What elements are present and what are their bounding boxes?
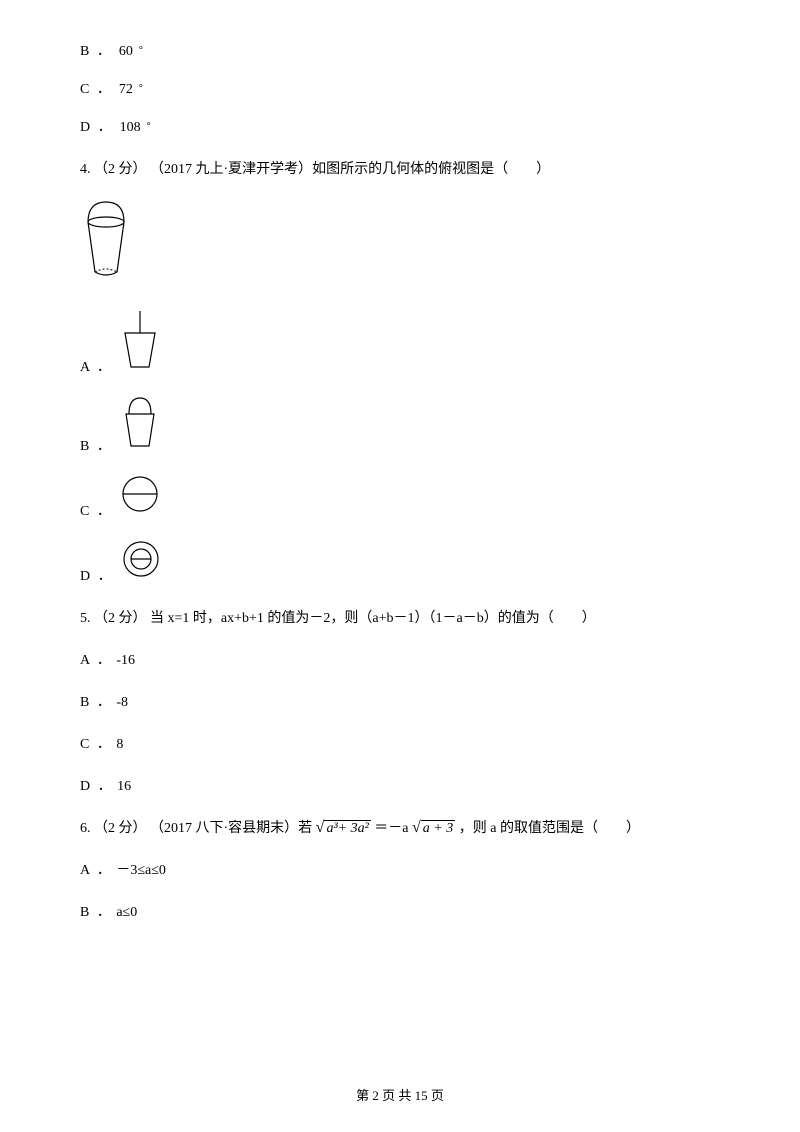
- q5-option-a: A ． -16: [80, 649, 720, 669]
- option-label: B ．: [80, 435, 113, 455]
- option-label: C ．: [80, 500, 113, 520]
- radicand-2: a + 3: [421, 820, 455, 837]
- option-value: 72: [119, 82, 133, 98]
- q6-suffix: ，则 a 的取值范围是（ ）: [459, 821, 640, 836]
- prev-option-d: D ． 108 °: [80, 116, 720, 136]
- option-label: B ．: [80, 905, 113, 920]
- prev-option-b: B ． 60 °: [80, 40, 720, 60]
- concentric-circles-icon: [120, 538, 162, 585]
- radical-sign: √: [316, 820, 325, 836]
- option-label: A ．: [80, 653, 113, 668]
- sqrt-icon: √ a³+ 3a²: [316, 820, 371, 837]
- option-value: 60: [119, 44, 133, 60]
- q5-option-b: B ． -8: [80, 691, 720, 711]
- page-footer: 第 2 页 共 15 页: [0, 1085, 800, 1104]
- option-label: B ．: [80, 40, 113, 60]
- question-6: 6. （2 分） （2017 八下·容县期末）若 √ a³+ 3a² ＝－a √…: [80, 817, 720, 837]
- option-label: D ．: [80, 565, 114, 585]
- q4-option-b: B ．: [80, 394, 720, 455]
- option-value: -16: [116, 653, 135, 668]
- sqrt-icon: √ a + 3: [412, 820, 455, 837]
- option-value: －3≤a≤0: [116, 863, 166, 878]
- circle-line-icon: [119, 473, 161, 520]
- option-value: a≤0: [116, 905, 137, 920]
- question-4: 4. （2 分） （2017 九上·夏津开学考）如图所示的几何体的俯视图是（ ）: [80, 158, 720, 178]
- q4-solid-figure: [80, 200, 720, 291]
- option-value: -8: [116, 695, 128, 710]
- option-value: 8: [116, 737, 123, 752]
- question-5: 5. （2 分） 当 x=1 时，ax+b+1 的值为－2，则（a+b－1）（1…: [80, 607, 720, 627]
- option-label: A ．: [80, 863, 113, 878]
- option-label: D ．: [80, 116, 114, 136]
- q5-option-c: C ． 8: [80, 733, 720, 753]
- degree-unit: °: [147, 121, 151, 132]
- q4-option-d: D ．: [80, 538, 720, 585]
- q6-mid: ＝－a: [374, 821, 412, 836]
- q6-option-b: B ． a≤0: [80, 901, 720, 921]
- q4-option-c: C ．: [80, 473, 720, 520]
- option-label: D ．: [80, 779, 114, 794]
- option-value: 108: [120, 120, 141, 136]
- q6-option-a: A ． －3≤a≤0: [80, 859, 720, 879]
- bucket-frontview-icon: [119, 309, 161, 376]
- question-text: 4. （2 分） （2017 九上·夏津开学考）如图所示的几何体的俯视图是（ ）: [80, 162, 550, 177]
- prev-option-c: C ． 72 °: [80, 78, 720, 98]
- degree-unit: °: [139, 83, 143, 94]
- radicand-1: a³+ 3a²: [324, 820, 370, 837]
- option-value: 16: [117, 779, 131, 794]
- radical-sign: √: [412, 820, 421, 836]
- question-text: 5. （2 分） 当 x=1 时，ax+b+1 的值为－2，则（a+b－1）（1…: [80, 611, 596, 626]
- option-label: A ．: [80, 356, 113, 376]
- option-label: B ．: [80, 695, 113, 710]
- bucket-dome-icon: [119, 394, 161, 455]
- option-label: C ．: [80, 78, 113, 98]
- degree-unit: °: [139, 45, 143, 56]
- q6-prefix: 6. （2 分） （2017 八下·容县期末）若: [80, 821, 316, 836]
- q5-option-d: D ． 16: [80, 775, 720, 795]
- q4-option-a: A ．: [80, 309, 720, 376]
- option-label: C ．: [80, 737, 113, 752]
